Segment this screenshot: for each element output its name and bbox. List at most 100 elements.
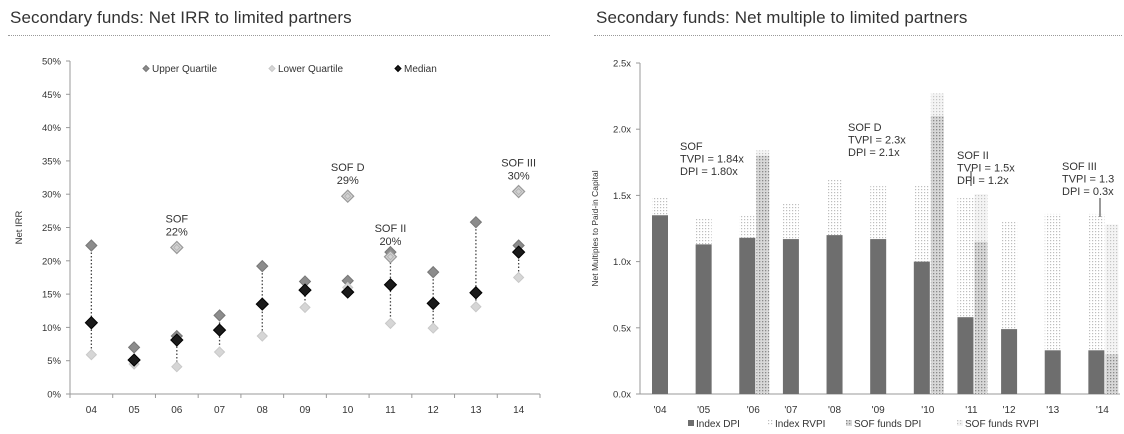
legend-index-rvpi-label: Index RVPI [775, 419, 825, 430]
sof-irr-point-name: SOF [166, 213, 189, 225]
median-point [341, 285, 355, 299]
multiple-title-divider [594, 35, 1122, 36]
sof-multiple-annotation-line: SOF [680, 141, 703, 153]
multiple-y-tick-label: 2.5x [613, 59, 631, 70]
sof-multiple-annotation-line: TVPI = 2.3x [848, 135, 906, 147]
sof-funds-rvpi-bar [930, 93, 944, 116]
sof-irr-point [511, 184, 526, 199]
irr-x-tick-label: 10 [342, 405, 354, 416]
multiple-chart: 0.0x 0.5x 1.0x 1.5x 2.0x 2.5x Net Multiples to… [590, 59, 1120, 430]
index-dpi-bar [913, 261, 930, 394]
index-dpi-bar [826, 235, 843, 394]
median-point [426, 296, 440, 311]
legend-lower-quartile-swatch [268, 64, 276, 73]
sof-funds-dpi-bar [756, 155, 770, 394]
legend-sof-funds-rvpi-swatch [957, 420, 963, 426]
index-rvpi-bar [1044, 213, 1061, 351]
legend-sof-funds-rvpi-label: SOF funds RVPI [965, 419, 1039, 430]
sof-irr-point-inner [515, 187, 523, 196]
sof-multiple-annotation-line: DPI = 2.1x [848, 147, 900, 159]
multiple-x-tick-label: '10 [921, 405, 934, 416]
legend-index-rvpi-swatch [767, 420, 773, 426]
sof-funds-dpi-bar [1105, 354, 1119, 394]
median-point [212, 323, 227, 337]
irr-y-tick-label: 25% [42, 223, 62, 234]
multiple-y-axis-label: Net Multiples to Paid-in Capital [590, 170, 600, 286]
legend-median-label: Median [404, 64, 437, 75]
sof-multiple-annotation-line: SOF II [957, 150, 989, 162]
legend-sof-funds-dpi-label: SOF funds DPI [854, 419, 921, 430]
sof-funds-dpi-bar [974, 241, 988, 394]
upper-quartile-point [127, 341, 141, 354]
index-dpi-bar [870, 239, 887, 394]
sof-multiple-annotation-line: TVPI = 1.84x [680, 154, 744, 166]
median-point [298, 283, 312, 297]
lower-quartile-point [256, 330, 268, 342]
irr-x-tick-label: 09 [299, 405, 311, 416]
median-point [255, 297, 269, 311]
irr-y-tick-label: 0% [47, 390, 61, 401]
irr-y-tick-label: 20% [42, 256, 62, 267]
irr-x-tick-label: 11 [385, 405, 396, 416]
sof-irr-point [340, 189, 355, 204]
multiple-x-tick-label: '07 [784, 405, 797, 416]
multiple-x-tick-label: '14 [1096, 405, 1109, 416]
index-dpi-bar [1088, 350, 1105, 394]
upper-quartile-point [85, 239, 98, 252]
irr-y-tick-label: 35% [42, 156, 62, 167]
upper-quartile-point [426, 265, 440, 279]
index-rvpi-bar [957, 198, 974, 318]
sof-irr-point-label: 29% [337, 175, 359, 187]
median-point [170, 333, 184, 347]
sof-multiple-annotation-line: SOF D [848, 122, 882, 134]
irr-y-tick-label: 5% [47, 356, 61, 367]
index-rvpi-bar [739, 215, 756, 238]
sof-irr-point-label: 30% [508, 171, 530, 183]
median-point [84, 316, 99, 330]
index-rvpi-bar [1001, 221, 1018, 330]
irr-y-tick-label: 45% [42, 90, 62, 101]
median-point [383, 278, 398, 292]
lower-quartile-point [512, 271, 525, 284]
legend-sof-funds-dpi-swatch [846, 420, 852, 426]
sof-irr-point-inner [344, 192, 352, 200]
multiple-chart-title: Secondary funds: Net multiple to limited… [596, 8, 968, 27]
irr-chart-title: Secondary funds: Net IRR to limited part… [10, 8, 352, 27]
sof-irr-point-name: SOF III [501, 158, 536, 170]
sof-irr-point-name: SOF II [375, 223, 407, 235]
index-dpi-bar [1001, 329, 1018, 394]
multiple-y-tick-label: 1.0x [613, 257, 631, 268]
sof-funds-rvpi-bar [974, 194, 988, 242]
irr-y-tick-label: 10% [42, 323, 62, 334]
multiple-y-tick-label: 1.5x [613, 191, 631, 202]
multiple-x-tick-label: '08 [828, 405, 841, 416]
irr-x-tick-label: 13 [470, 405, 482, 416]
median-point [469, 286, 483, 300]
upper-quartile-point [213, 309, 226, 322]
sof-multiple-annotation-line: TVPI = 1.5x [957, 163, 1015, 175]
legend-upper-quartile-swatch [142, 64, 150, 73]
irr-title-divider [8, 35, 550, 36]
index-rvpi-bar [695, 217, 712, 245]
index-rvpi-bar [652, 196, 668, 216]
irr-y-axis-label: Net IRR [14, 210, 25, 244]
index-rvpi-bar [826, 179, 843, 236]
lower-quartile-point [85, 348, 98, 361]
irr-x-tick-label: 06 [171, 405, 183, 416]
upper-quartile-point [469, 215, 483, 229]
index-dpi-bar [957, 317, 974, 394]
multiple-x-tick-label: '09 [872, 405, 885, 416]
multiple-x-tick-label: '11 [965, 405, 978, 416]
lower-quartile-point [384, 317, 397, 330]
sof-funds-rvpi-bar [756, 150, 770, 156]
irr-y-tick-label: 40% [42, 123, 62, 134]
sof-irr-point-label: 22% [166, 226, 188, 238]
sof-irr-point [383, 249, 398, 264]
multiple-x-tick-label: '05 [697, 405, 710, 416]
legend-median-swatch [394, 64, 402, 73]
median-point [511, 245, 526, 259]
irr-x-tick-label: 07 [214, 405, 226, 416]
multiple-y-tick-label: 0.5x [613, 323, 631, 334]
index-rvpi-bar [782, 203, 799, 240]
